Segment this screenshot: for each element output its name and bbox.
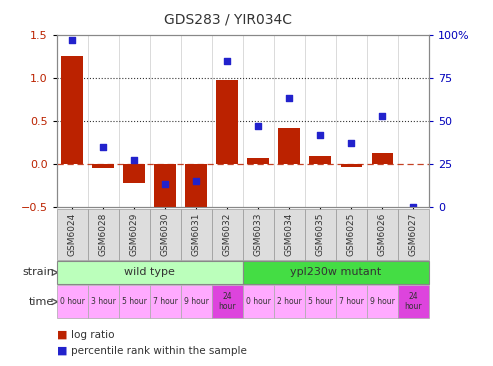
Bar	[372, 153, 393, 164]
Text: 0 hour: 0 hour	[60, 297, 85, 306]
Text: GSM6030: GSM6030	[161, 213, 170, 256]
Text: ypl230w mutant: ypl230w mutant	[290, 268, 382, 277]
Bar	[216, 81, 238, 164]
Point	[130, 157, 138, 163]
Text: percentile rank within the sample: percentile rank within the sample	[71, 346, 247, 356]
Text: 2 hour: 2 hour	[277, 297, 302, 306]
Point	[161, 182, 169, 187]
Point	[223, 57, 231, 64]
Text: wild type: wild type	[124, 268, 175, 277]
Text: GSM6028: GSM6028	[99, 213, 108, 256]
Bar	[92, 164, 114, 168]
Bar	[247, 158, 269, 164]
Text: GSM6024: GSM6024	[68, 213, 77, 256]
Text: ■: ■	[57, 346, 67, 356]
Bar	[341, 164, 362, 167]
Bar	[310, 156, 331, 164]
Text: GSM6025: GSM6025	[347, 213, 356, 256]
Text: 24
hour: 24 hour	[405, 292, 422, 311]
Bar	[154, 164, 176, 211]
Point	[348, 140, 355, 146]
Point	[254, 123, 262, 129]
Point	[410, 204, 418, 210]
Text: GSM6029: GSM6029	[130, 213, 139, 256]
Text: 5 hour: 5 hour	[308, 297, 333, 306]
Text: GSM6027: GSM6027	[409, 213, 418, 256]
Text: 7 hour: 7 hour	[339, 297, 364, 306]
Text: GDS283 / YIR034C: GDS283 / YIR034C	[164, 13, 292, 27]
Text: 0 hour: 0 hour	[246, 297, 271, 306]
Point	[99, 143, 107, 149]
Text: GSM6033: GSM6033	[254, 213, 263, 256]
Text: 7 hour: 7 hour	[153, 297, 177, 306]
Text: 3 hour: 3 hour	[91, 297, 116, 306]
Bar	[185, 164, 207, 217]
Text: ■: ■	[57, 330, 67, 340]
Text: GSM6035: GSM6035	[316, 213, 325, 256]
Point	[379, 113, 387, 119]
Text: 9 hour: 9 hour	[184, 297, 209, 306]
Text: strain: strain	[22, 268, 54, 277]
Text: log ratio: log ratio	[71, 330, 115, 340]
Text: time: time	[29, 297, 54, 307]
Text: GSM6034: GSM6034	[285, 213, 294, 256]
Point	[68, 37, 76, 43]
Text: 5 hour: 5 hour	[122, 297, 147, 306]
Point	[317, 132, 324, 138]
Bar	[61, 56, 83, 164]
Bar	[279, 128, 300, 164]
Text: 9 hour: 9 hour	[370, 297, 395, 306]
Bar	[123, 164, 145, 183]
Text: 24
hour: 24 hour	[218, 292, 236, 311]
Text: GSM6031: GSM6031	[192, 213, 201, 256]
Point	[285, 96, 293, 101]
Text: GSM6032: GSM6032	[223, 213, 232, 256]
Point	[192, 178, 200, 184]
Text: GSM6026: GSM6026	[378, 213, 387, 256]
